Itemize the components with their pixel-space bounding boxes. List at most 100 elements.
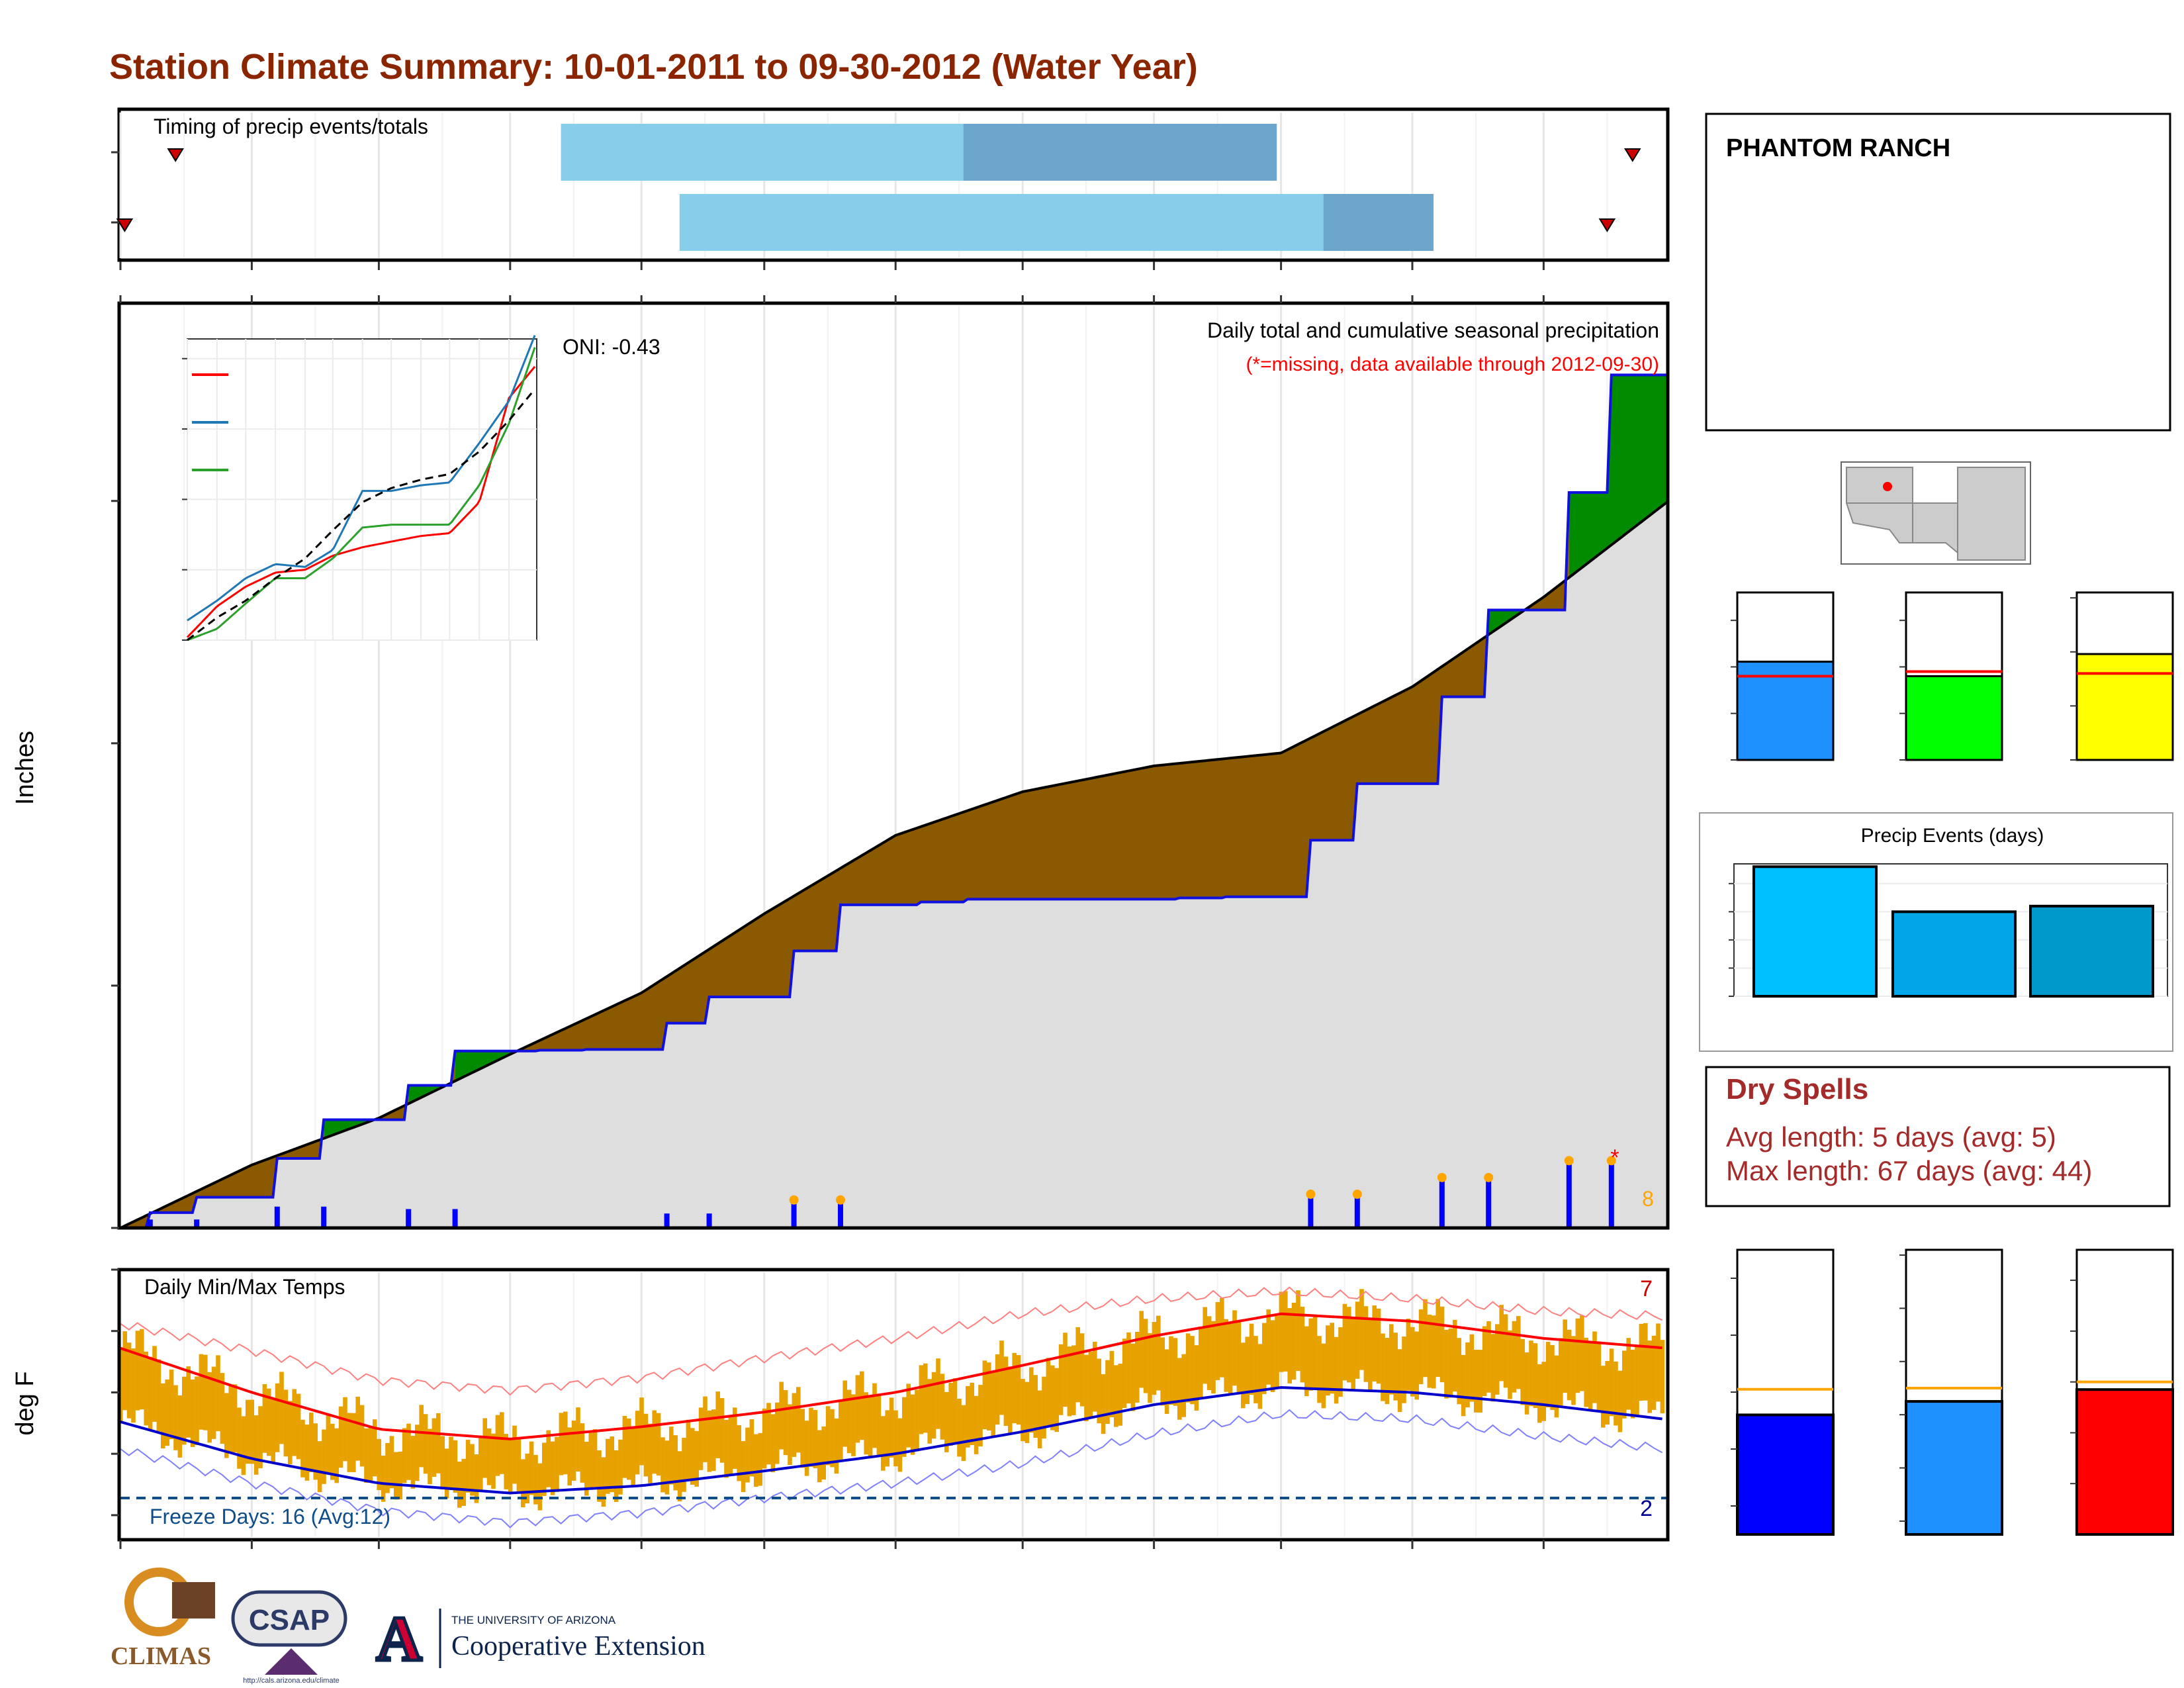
daily-temp-bar: [1241, 1342, 1246, 1409]
daily-temp-bar: [1402, 1336, 1406, 1403]
daily-temp-bar: [1435, 1299, 1440, 1378]
last-event-marker-icon: [1624, 148, 1641, 162]
daily-temp-bar: [1012, 1352, 1017, 1423]
daily-temp-bar: [1529, 1340, 1533, 1407]
daily-temp-bar: [660, 1437, 665, 1493]
daily-temp-bar: [1330, 1323, 1334, 1394]
oni-label: ONI: -0.43: [563, 335, 660, 359]
heavy-precip-marker: [836, 1195, 845, 1205]
temp-panel-frame: [117, 1268, 1670, 1542]
daily-temp-bar: [711, 1409, 716, 1472]
average-min-line: [120, 1386, 1662, 1495]
daily-temp-bar: [1215, 1301, 1220, 1380]
daily-temp-bar: [830, 1409, 835, 1468]
daily-temp-bar: [246, 1399, 250, 1464]
daily-temp-bar: [1016, 1355, 1021, 1425]
daily-temp-bar: [677, 1451, 682, 1502]
daily-temp-bar: [402, 1428, 407, 1483]
daily-precip-bar: [1439, 1180, 1445, 1228]
daily-temp-bar: [1626, 1338, 1631, 1410]
daily-temp-bar: [343, 1397, 347, 1462]
daily-temp-bar: [1270, 1320, 1275, 1392]
daily-precip-bar: [406, 1209, 412, 1228]
daily-temp-bar: [131, 1348, 136, 1423]
average-cumulative-area: [120, 502, 1666, 1228]
daily-temp-bar: [279, 1372, 284, 1444]
timing-bar-25-50: [679, 194, 1324, 251]
summary-bar: [1905, 675, 2003, 761]
daily-temp-bar: [1097, 1358, 1101, 1424]
daily-temp-bar: [1105, 1360, 1110, 1425]
daily-temp-bar: [804, 1421, 809, 1476]
dry-spells-max-length: Max length: 67 days (avg: 44): [1726, 1155, 2092, 1186]
csap-logo-url: http://cals.arizona.edu/climate: [243, 1677, 340, 1685]
daily-temp-bar: [169, 1369, 174, 1440]
ua-logo-box: [365, 1609, 432, 1668]
precip-panel-frame: [117, 301, 1670, 1230]
timing-bar-50-75: [963, 124, 1277, 181]
daily-temp-bar: [834, 1418, 839, 1474]
daily-temp-bar: [537, 1463, 543, 1511]
daily-temp-bar: [936, 1358, 940, 1429]
daily-temp-bar: [809, 1407, 813, 1467]
station-info-frame: [1705, 113, 2171, 432]
daily-temp-bar: [521, 1459, 525, 1508]
daily-temp-bar: [224, 1393, 229, 1458]
extreme-precip-count: 8: [1642, 1187, 1654, 1211]
dry-spells-title: Dry Spells: [1726, 1073, 1868, 1105]
daily-temp-bar: [1194, 1345, 1199, 1411]
daily-temp-bar: [1054, 1368, 1059, 1432]
daily-temp-bar: [1021, 1379, 1025, 1442]
daily-precip-bar: [147, 1219, 153, 1228]
daily-temp-bar: [1067, 1346, 1072, 1417]
daily-temp-bar: [377, 1438, 381, 1490]
daily-temp-bar: [948, 1383, 953, 1446]
daily-temp-bar: [1372, 1305, 1377, 1382]
daily-temp-bar: [643, 1413, 649, 1477]
daily-temp-bar: [1236, 1321, 1242, 1393]
daily-temp-bar: [173, 1385, 178, 1450]
daily-temp-bar: [1393, 1333, 1398, 1401]
record-max-line: [120, 1286, 1663, 1396]
daily-temp-bar: [686, 1419, 691, 1479]
daily-temp-bar: [1490, 1334, 1496, 1402]
daily-temp-bar: [470, 1444, 475, 1496]
daily-temp-bar: [317, 1441, 322, 1493]
daily-temp-bar: [203, 1354, 208, 1430]
daily-precip-bar: [1486, 1180, 1492, 1228]
heavy-precip-marker: [1606, 1156, 1616, 1166]
daily-temp-bar: [597, 1450, 602, 1502]
daily-temp-bar: [601, 1457, 606, 1507]
daily-temp-bar: [389, 1436, 394, 1489]
timing-panel: Timing of precip events/totals: [111, 107, 1670, 270]
daily-temp-bar: [1465, 1342, 1470, 1408]
daily-temp-bar: [232, 1384, 238, 1452]
daily-precip-bar: [194, 1219, 200, 1228]
daily-temp-bar: [1474, 1349, 1479, 1413]
daily-temp-bar: [398, 1451, 402, 1500]
daily-temp-bar: [707, 1410, 712, 1472]
daily-temp-bar: [322, 1429, 326, 1484]
daily-temp-bar: [610, 1436, 614, 1493]
daily-temp-bar: [923, 1363, 928, 1433]
average-max-line: [120, 1312, 1662, 1440]
hot-days-count: 7: [1640, 1276, 1653, 1301]
daily-temp-bar: [262, 1384, 267, 1453]
daily-temp-bar: [220, 1373, 225, 1444]
heavy-precip-marker: [1352, 1190, 1362, 1199]
daily-temp-bar: [1181, 1354, 1186, 1417]
daily-temp-bar: [1275, 1315, 1279, 1389]
daily-temp-bar: [432, 1418, 437, 1477]
daily-temp-bar: [1249, 1323, 1254, 1395]
daily-temp-bar: [495, 1415, 500, 1476]
daily-temp-bar: [1609, 1348, 1614, 1417]
daily-temp-bar: [1148, 1333, 1152, 1403]
record-min-line: [120, 1409, 1663, 1528]
page-title: Station Climate Summary: 10-01-2011 to 0…: [109, 47, 1198, 87]
daily-temp-bar: [1347, 1307, 1351, 1383]
daily-precip-bar: [1308, 1197, 1314, 1228]
daily-temp-bar: [152, 1346, 157, 1422]
daily-temp-bar: [253, 1415, 259, 1475]
ua-logo: A THE UNIVERSITY OF ARIZONA Cooperative …: [365, 1602, 705, 1676]
daily-temp-bar: [1084, 1354, 1089, 1421]
